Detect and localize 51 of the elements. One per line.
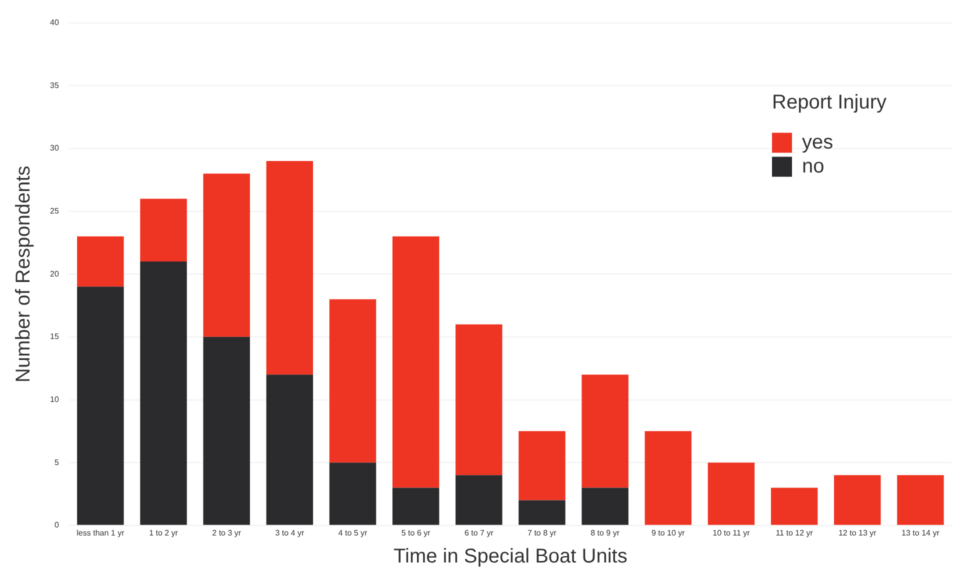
bar [392,488,440,525]
legend-title: Report Injury [772,91,886,114]
y-tick-label: 15 [50,332,60,342]
legend-label: no [802,155,824,178]
x-tick-label: 1 to 2 yr [149,528,178,538]
bar [708,462,755,525]
x-axis-title: Time in Special Boat Units [394,546,628,568]
bar [329,462,376,525]
bar [392,236,440,488]
x-tick-label: 5 to 6 yr [401,528,431,538]
bar [456,475,502,525]
bar [329,299,376,463]
y-tick-label: 35 [50,80,60,90]
y-tick-label: 40 [50,18,60,28]
legend-label: yes [802,131,834,154]
bar [203,174,250,337]
bar [897,475,944,525]
x-tick-label: 4 to 5 yr [338,528,368,538]
bar [582,374,628,488]
bar [140,198,187,262]
bar [266,374,314,525]
x-tick-label: 13 to 14 yr [902,528,940,538]
bar [203,336,250,525]
x-tick-label: 9 to 10 yr [651,528,686,538]
bar [140,262,187,525]
y-tick-label: 30 [50,144,60,153]
y-axis-title: Number of Respondents [12,166,35,382]
bar [644,431,692,525]
bar [266,161,314,375]
y-tick-label: 0 [54,520,60,530]
bar [518,431,566,500]
bar [77,286,124,525]
bar [582,488,628,525]
y-tick-label: 10 [50,394,60,404]
x-tick-label: 3 to 4 yr [275,528,304,538]
y-tick-label: 25 [50,206,60,216]
x-tick-label: less than 1 yr [76,528,125,538]
bar [770,488,818,525]
x-tick-label: 12 to 13 yr [838,528,877,538]
y-tick-label: 20 [50,269,60,278]
x-tick-label: 6 to 7 yr [464,528,494,538]
bar [518,500,566,525]
bar [834,475,881,525]
bar [456,324,502,476]
x-tick-label: 7 to 8 yr [528,528,557,538]
x-tick-label: 10 to 11 yr [712,528,750,538]
x-tick-label: 11 to 12 yr [776,528,814,538]
y-tick-label: 5 [54,458,60,467]
x-tick-label: 2 to 3 yr [212,528,242,538]
bar [77,236,124,287]
x-tick-label: 8 to 9 yr [590,528,620,538]
